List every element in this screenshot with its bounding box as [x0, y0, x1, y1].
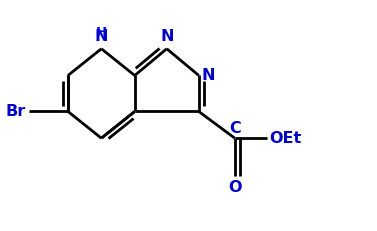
Text: N: N [202, 68, 216, 83]
Text: OEt: OEt [269, 131, 301, 146]
Text: H: H [96, 26, 107, 39]
Text: Br: Br [6, 104, 26, 119]
Text: O: O [228, 179, 242, 195]
Text: C: C [229, 121, 241, 136]
Text: N: N [95, 29, 108, 44]
Text: N: N [160, 29, 173, 44]
